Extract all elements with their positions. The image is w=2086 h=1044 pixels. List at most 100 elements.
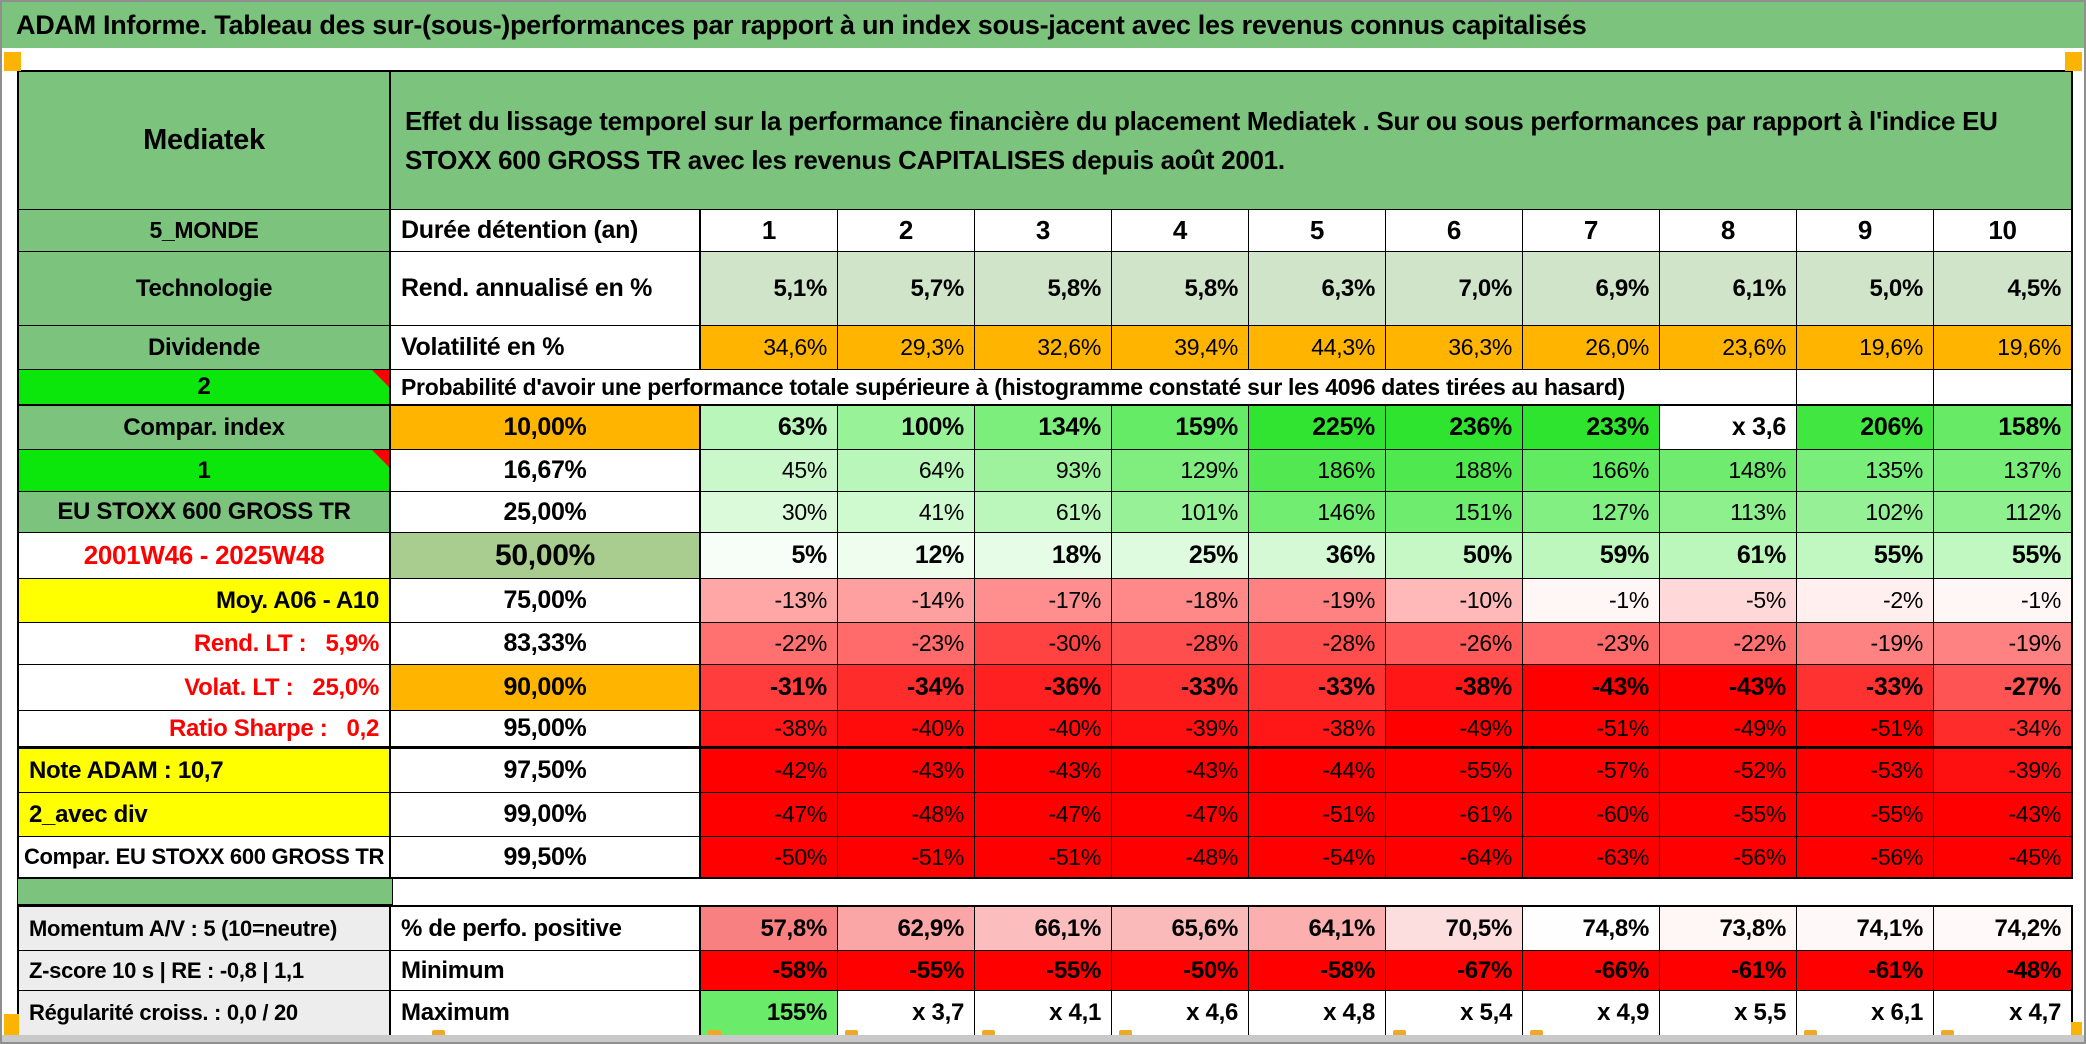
separator-cell xyxy=(17,879,393,905)
table-row: Mediatek Effet du lissage temporel sur la… xyxy=(19,72,2071,210)
data-cell: 26,0% xyxy=(1523,326,1660,370)
duration-cell: 9 xyxy=(1797,210,1934,252)
table-row: EU STOXX 600 GROSS TR 25,00% 30% 41% 61% 101%… xyxy=(19,492,2071,533)
data-cell: -55% xyxy=(1660,793,1797,837)
data-cell: 19,6% xyxy=(1934,326,2071,370)
data-cell: 55% xyxy=(1934,533,2071,579)
data-cell: 73,8% xyxy=(1660,907,1797,951)
threshold-cell: 90,00% xyxy=(391,665,701,711)
data-cell: 6,3% xyxy=(1249,252,1386,326)
data-cell: x 4,6 xyxy=(1112,991,1249,1035)
data-cell: 5,0% xyxy=(1797,252,1934,326)
data-cell: -33% xyxy=(1112,665,1249,711)
data-cell: -58% xyxy=(701,951,838,991)
threshold-cell: 25,00% xyxy=(391,492,701,533)
data-cell: 148% xyxy=(1660,450,1797,492)
data-cell: -56% xyxy=(1660,837,1797,877)
window-edge xyxy=(2,1035,2084,1042)
data-cell: 64% xyxy=(838,450,975,492)
row-label: Note ADAM : 10,7 xyxy=(19,749,391,793)
data-cell: -17% xyxy=(975,579,1112,623)
data-cell: -10% xyxy=(1386,579,1523,623)
threshold-cell: 10,00% xyxy=(391,406,701,450)
threshold-cell: 95,00% xyxy=(391,711,701,749)
row-label: Z-score 10 s | RE : -0,8 | 1,1 xyxy=(19,951,391,991)
data-cell: -52% xyxy=(1660,749,1797,793)
empty-cell xyxy=(1934,370,2071,406)
data-cell: -5% xyxy=(1660,579,1797,623)
duration-cell: 7 xyxy=(1523,210,1660,252)
data-cell: 64,1% xyxy=(1249,907,1386,951)
data-cell: x 4,9 xyxy=(1523,991,1660,1035)
data-cell: -39% xyxy=(1112,711,1249,749)
data-cell: -58% xyxy=(1249,951,1386,991)
data-cell: 146% xyxy=(1249,492,1386,533)
row-label: Régularité croiss. : 0,0 / 20 xyxy=(19,991,391,1035)
row-label: Compar. EU STOXX 600 GROSS TR xyxy=(19,837,391,877)
data-cell: x 3,6 xyxy=(1660,406,1797,450)
table-row: 5_MONDE Durée détention (an) 1 2 3 4 5 6 7 8 9 10 xyxy=(19,210,2071,252)
data-cell: 166% xyxy=(1523,450,1660,492)
data-cell: -38% xyxy=(1386,665,1523,711)
data-cell: -60% xyxy=(1523,793,1660,837)
data-cell: 159% xyxy=(1112,406,1249,450)
table-row: Compar. index 10,00% 63% 100% 134% 159% 225% 23… xyxy=(19,406,2071,450)
data-cell: -22% xyxy=(1660,623,1797,665)
data-cell: 5,8% xyxy=(1112,252,1249,326)
data-cell: 44,3% xyxy=(1249,326,1386,370)
data-cell: 113% xyxy=(1660,492,1797,533)
corner-marker xyxy=(1119,1030,1132,1035)
data-cell: 134% xyxy=(975,406,1112,450)
data-cell: 18% xyxy=(975,533,1112,579)
data-cell: -51% xyxy=(1523,711,1660,749)
data-cell: x 4,1 xyxy=(975,991,1112,1035)
table-row: Ratio Sharpe : 0,2 95,00% -38% -40% -40% -39%… xyxy=(19,711,2071,749)
data-cell: -54% xyxy=(1249,837,1386,877)
data-cell: -44% xyxy=(1249,749,1386,793)
data-cell: 4,5% xyxy=(1934,252,2071,326)
data-cell: 32,6% xyxy=(975,326,1112,370)
data-cell: 74,8% xyxy=(1523,907,1660,951)
data-cell: -19% xyxy=(1934,623,2071,665)
data-cell: -51% xyxy=(975,837,1112,877)
data-cell: 62,9% xyxy=(838,907,975,951)
threshold-cell: 83,33% xyxy=(391,623,701,665)
table-row: Note ADAM : 10,7 97,50% -42% -43% -43% -43% -4… xyxy=(19,749,2071,793)
data-cell: -61% xyxy=(1660,951,1797,991)
data-cell: x 4,8 xyxy=(1249,991,1386,1035)
row-label: Moy. A06 - A10 xyxy=(19,579,391,623)
row-label: 2_avec div xyxy=(19,793,391,837)
data-cell: -53% xyxy=(1797,749,1934,793)
data-cell: -27% xyxy=(1934,665,2071,711)
row-label: Rend. LT : 5,9% xyxy=(19,623,391,665)
data-cell: -61% xyxy=(1386,793,1523,837)
table-row: 1 16,67% 45% 64% 93% 129% 186% 188% 166% 148% 135%… xyxy=(19,450,2071,492)
data-cell: -55% xyxy=(838,951,975,991)
duration-cell: 6 xyxy=(1386,210,1523,252)
row-label: 2001W46 - 2025W48 xyxy=(19,533,391,579)
data-cell: -67% xyxy=(1386,951,1523,991)
data-cell: -43% xyxy=(1660,665,1797,711)
data-cell: -38% xyxy=(1249,711,1386,749)
data-cell: -33% xyxy=(1249,665,1386,711)
data-cell: -28% xyxy=(1112,623,1249,665)
data-cell: -43% xyxy=(1934,793,2071,837)
row-label: Technologie xyxy=(19,252,391,326)
row-label: 1 xyxy=(19,450,391,492)
data-cell: 36% xyxy=(1249,533,1386,579)
data-cell: 206% xyxy=(1797,406,1934,450)
data-cell: 61% xyxy=(975,492,1112,533)
duration-cell: 2 xyxy=(838,210,975,252)
threshold-cell: 97,50% xyxy=(391,749,701,793)
duration-cell: 1 xyxy=(701,210,838,252)
data-cell: 155% xyxy=(701,991,838,1035)
row-label: EU STOXX 600 GROSS TR xyxy=(19,492,391,533)
data-cell: -57% xyxy=(1523,749,1660,793)
data-cell: -43% xyxy=(838,749,975,793)
row-label: Ratio Sharpe : 0,2 xyxy=(19,711,391,749)
table-row: Momentum A/V : 5 (10=neutre)% de perfo. … xyxy=(19,907,2071,951)
data-cell: 93% xyxy=(975,450,1112,492)
data-cell: -30% xyxy=(975,623,1112,665)
corner-marker xyxy=(2065,52,2082,71)
